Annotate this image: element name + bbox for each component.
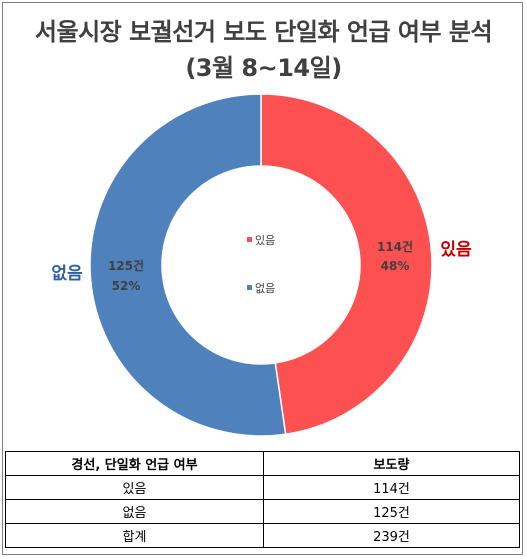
chart-title: 서울시장 보궐선거 보도 단일화 언급 여부 분석 — [34, 18, 493, 46]
legend-swatch-yes — [247, 237, 252, 242]
table-cell: 125건 — [263, 499, 520, 524]
data-label-yes-count: 114건 — [377, 239, 413, 254]
table-cell: 있음 — [5, 475, 264, 500]
callout-no: 없음 — [51, 264, 83, 284]
legend-swatch-no — [247, 285, 252, 290]
table-cell: 합계 — [5, 523, 264, 548]
chart-legend: 있음 없음 — [247, 234, 275, 295]
table-row: 있음 114건 — [5, 475, 520, 500]
data-labels: 114건 48% 125건 52% — [108, 239, 413, 293]
column-header-mention: 경선, 단일화 언급 여부 — [5, 451, 264, 476]
data-label-no-count: 125건 — [108, 258, 144, 273]
data-label-no-percent: 52% — [112, 279, 141, 293]
table-cell: 239건 — [263, 523, 520, 548]
table-cell: 없음 — [5, 499, 264, 524]
callout-yes: 있음 — [440, 240, 472, 260]
table-cell: 114건 — [263, 475, 520, 500]
donut-slice-yes — [260, 93, 433, 436]
column-header-volume: 보도량 — [263, 451, 520, 476]
donut-slice-no — [89, 93, 287, 437]
data-label-yes-percent: 48% — [381, 259, 410, 273]
donut-slices — [89, 93, 433, 437]
summary-table: 경선, 단일화 언급 여부 보도량 있음 114건 없음 125건 합계 239… — [5, 451, 520, 548]
legend-label-no: 없음 — [255, 282, 275, 295]
donut-chart: 있음 없음 114건 48% 125건 52% 있음 없음 — [51, 93, 472, 437]
chart-subtitle: (3월 8~14일) — [185, 54, 342, 82]
legend-label-yes: 있음 — [255, 234, 275, 247]
table-header-row: 경선, 단일화 언급 여부 보도량 — [5, 451, 520, 476]
table-row: 합계 239건 — [5, 523, 520, 548]
table-row: 없음 125건 — [5, 499, 520, 524]
category-callouts: 있음 없음 — [51, 240, 472, 284]
